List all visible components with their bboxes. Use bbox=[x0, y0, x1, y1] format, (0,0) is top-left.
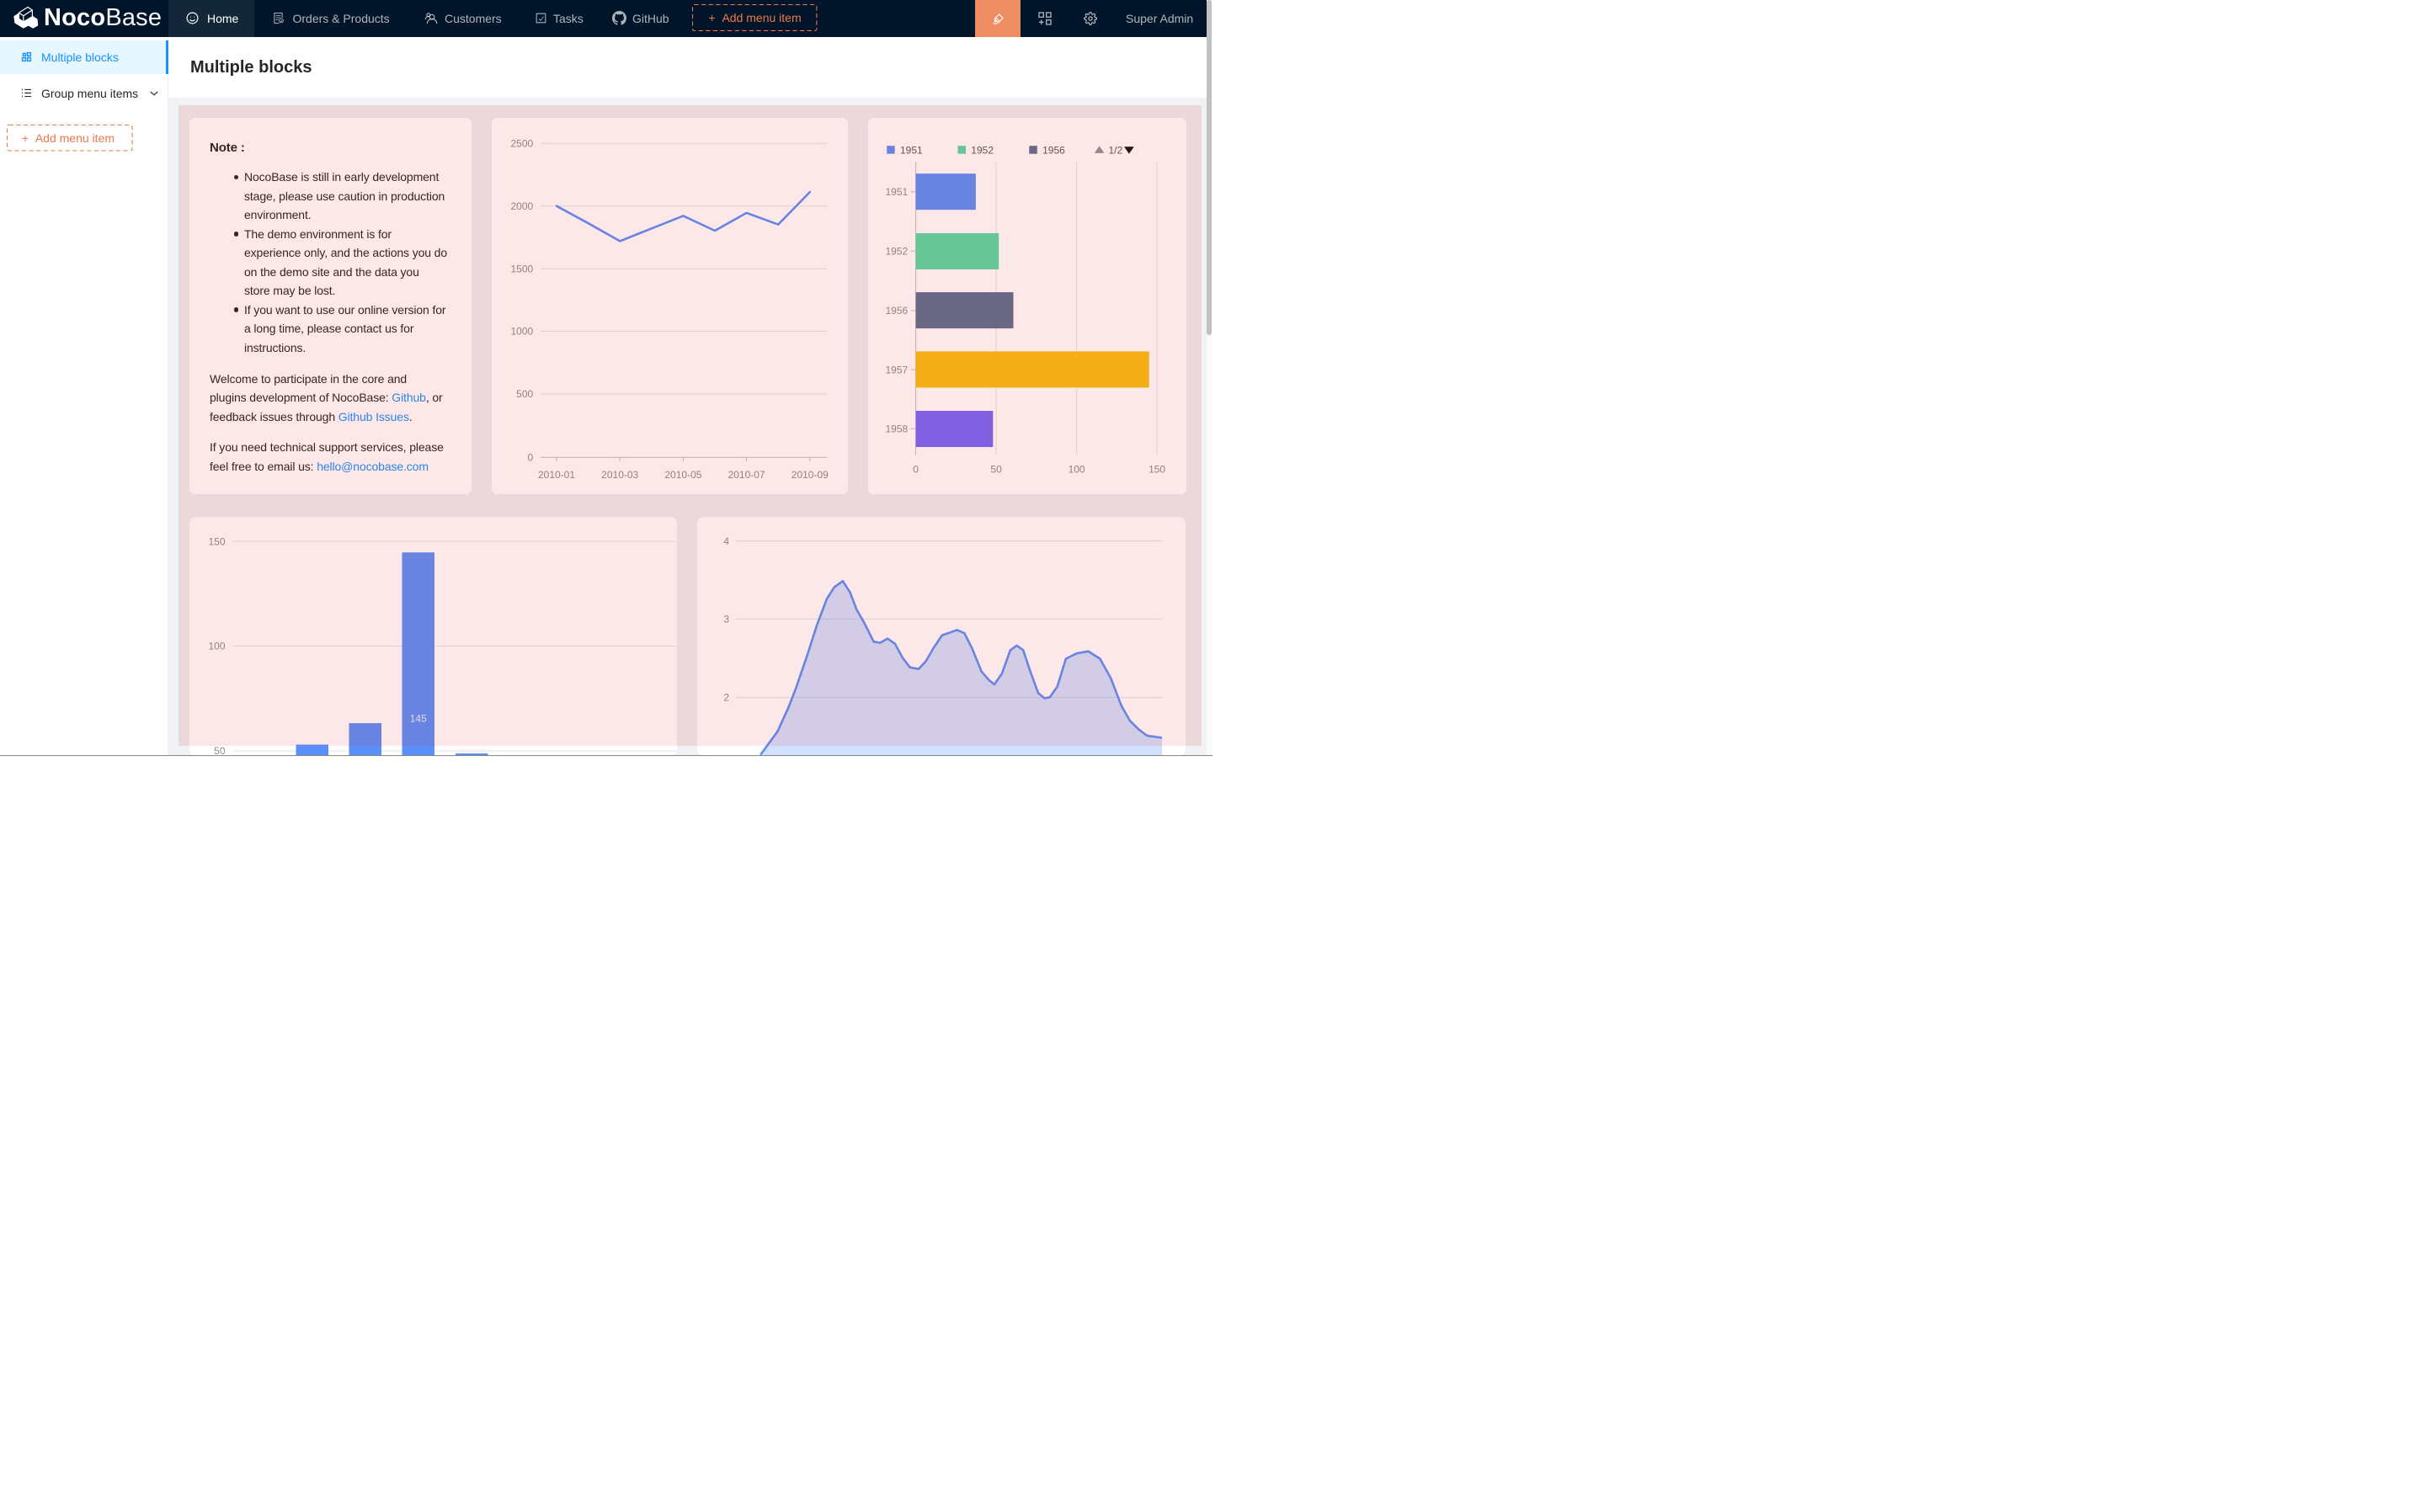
svg-text:1956: 1956 bbox=[886, 305, 909, 317]
svg-text:1958: 1958 bbox=[886, 423, 909, 434]
svg-text:50: 50 bbox=[991, 463, 1003, 475]
svg-text:1500: 1500 bbox=[510, 263, 533, 274]
svg-text:4: 4 bbox=[724, 535, 730, 546]
svg-text:2500: 2500 bbox=[510, 137, 533, 149]
svg-text:2000: 2000 bbox=[510, 200, 533, 212]
svg-text:150: 150 bbox=[1149, 463, 1165, 475]
svg-text:3: 3 bbox=[724, 613, 730, 625]
svg-text:50: 50 bbox=[214, 745, 226, 756]
svg-text:2010-09: 2010-09 bbox=[791, 469, 829, 481]
svg-text:0: 0 bbox=[527, 451, 533, 463]
svg-text:0: 0 bbox=[914, 463, 919, 475]
svg-text:150: 150 bbox=[208, 535, 225, 547]
svg-text:2010-01: 2010-01 bbox=[538, 469, 575, 481]
svg-text:145: 145 bbox=[409, 712, 426, 724]
svg-text:1951: 1951 bbox=[900, 144, 923, 156]
svg-text:1956: 1956 bbox=[1042, 144, 1065, 156]
svg-text:2: 2 bbox=[724, 691, 730, 703]
svg-text:100: 100 bbox=[1069, 463, 1085, 475]
svg-text:1000: 1000 bbox=[510, 325, 533, 337]
svg-text:2010-03: 2010-03 bbox=[601, 469, 638, 481]
svg-text:1952: 1952 bbox=[972, 144, 994, 156]
svg-text:1952: 1952 bbox=[886, 245, 909, 257]
svg-text:2010-07: 2010-07 bbox=[728, 469, 765, 481]
svg-text:2010-05: 2010-05 bbox=[664, 469, 701, 481]
svg-text:100: 100 bbox=[208, 640, 225, 652]
svg-text:1/2: 1/2 bbox=[1109, 144, 1123, 156]
svg-text:1957: 1957 bbox=[886, 364, 909, 375]
svg-text:1951: 1951 bbox=[886, 186, 909, 198]
svg-text:500: 500 bbox=[516, 388, 533, 400]
